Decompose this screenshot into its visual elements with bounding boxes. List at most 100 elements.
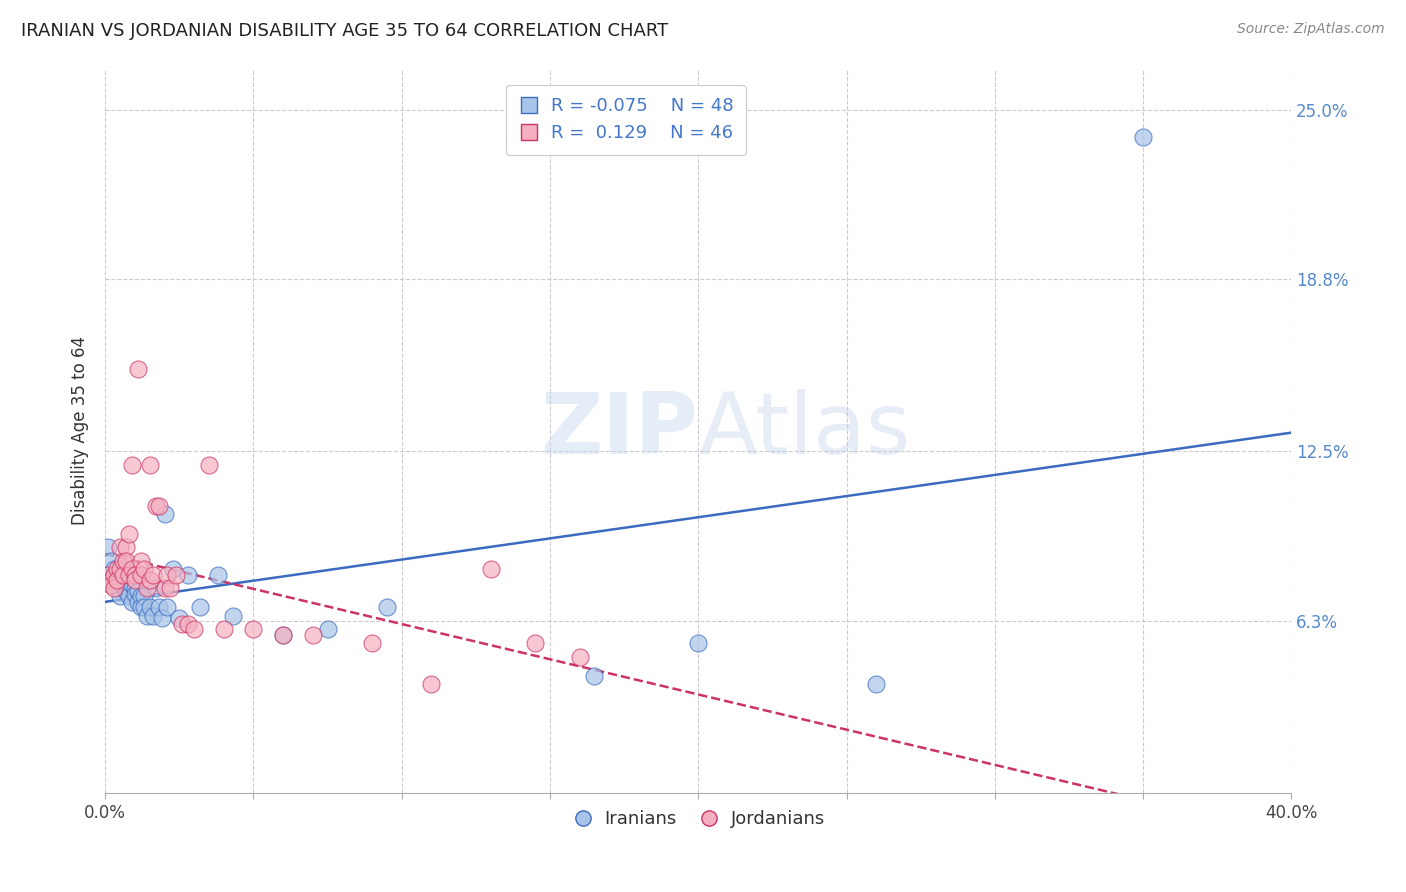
Point [301, 628, 323, 642]
Point [156, 567, 179, 582]
Point [111, 567, 134, 582]
Point [145, 499, 167, 513]
Point [148, 499, 170, 513]
Point [242, 622, 264, 636]
Point [153, 508, 176, 522]
Point [361, 636, 384, 650]
Text: ZIP: ZIP [540, 390, 699, 473]
Point [115, 540, 138, 554]
Point [132, 600, 155, 615]
Point [100, 573, 122, 587]
Point [115, 562, 138, 576]
Point [100, 578, 122, 592]
Point [100, 554, 122, 568]
Point [108, 562, 131, 576]
Point [132, 562, 155, 576]
Point [183, 622, 205, 636]
Point [108, 590, 131, 604]
Point [479, 562, 502, 576]
Point [115, 578, 138, 592]
Point [142, 567, 165, 582]
Point [207, 567, 229, 582]
Point [111, 573, 134, 587]
Point [271, 628, 294, 642]
Point [156, 600, 179, 615]
Point [212, 622, 235, 636]
Legend: Iranians, Jordanians: Iranians, Jordanians [564, 803, 832, 835]
Point [124, 573, 146, 587]
Point [138, 600, 160, 615]
Point [127, 595, 149, 609]
Point [111, 567, 134, 582]
Point [108, 540, 131, 554]
Point [135, 608, 157, 623]
Point [316, 622, 339, 636]
Point [138, 458, 160, 472]
Point [115, 554, 138, 568]
Point [568, 649, 591, 664]
Point [108, 573, 131, 587]
Point [111, 554, 134, 568]
Point [524, 636, 547, 650]
Text: Source: ZipAtlas.com: Source: ZipAtlas.com [1237, 22, 1385, 37]
Point [124, 581, 146, 595]
Point [145, 581, 167, 595]
Point [118, 567, 141, 582]
Text: Atlas: Atlas [699, 390, 911, 473]
Point [148, 600, 170, 615]
Point [865, 677, 887, 691]
Point [420, 677, 443, 691]
Point [129, 567, 152, 582]
Point [127, 583, 149, 598]
Point [159, 581, 181, 595]
Point [124, 567, 146, 582]
Point [138, 573, 160, 587]
Point [1132, 129, 1154, 144]
Point [97, 567, 120, 582]
Point [132, 590, 155, 604]
Point [103, 567, 125, 582]
Point [121, 458, 143, 472]
Point [198, 458, 221, 472]
Point [375, 600, 398, 615]
Point [118, 581, 141, 595]
Point [172, 616, 194, 631]
Point [105, 573, 128, 587]
Point [162, 562, 184, 576]
Point [127, 362, 149, 376]
Point [129, 590, 152, 604]
Point [177, 567, 200, 582]
Point [165, 567, 187, 582]
Point [583, 669, 606, 683]
Point [105, 581, 128, 595]
Point [129, 600, 152, 615]
Point [188, 600, 211, 615]
Point [121, 562, 143, 576]
Point [129, 554, 152, 568]
Text: IRANIAN VS JORDANIAN DISABILITY AGE 35 TO 64 CORRELATION CHART: IRANIAN VS JORDANIAN DISABILITY AGE 35 T… [21, 22, 668, 40]
Point [103, 581, 125, 595]
Point [135, 581, 157, 595]
Point [103, 567, 125, 582]
Point [177, 616, 200, 631]
Point [118, 590, 141, 604]
Y-axis label: Disability Age 35 to 64: Disability Age 35 to 64 [72, 336, 89, 525]
Point [97, 540, 120, 554]
Point [153, 581, 176, 595]
Point [111, 578, 134, 592]
Point [115, 583, 138, 598]
Point [688, 636, 710, 650]
Point [169, 611, 191, 625]
Point [105, 573, 128, 587]
Point [142, 608, 165, 623]
Point [222, 608, 245, 623]
Point [271, 628, 294, 642]
Point [121, 595, 143, 609]
Point [150, 611, 173, 625]
Point [105, 562, 128, 576]
Point [103, 562, 125, 576]
Point [121, 578, 143, 592]
Point [124, 587, 146, 601]
Point [118, 567, 141, 582]
Point [118, 526, 141, 541]
